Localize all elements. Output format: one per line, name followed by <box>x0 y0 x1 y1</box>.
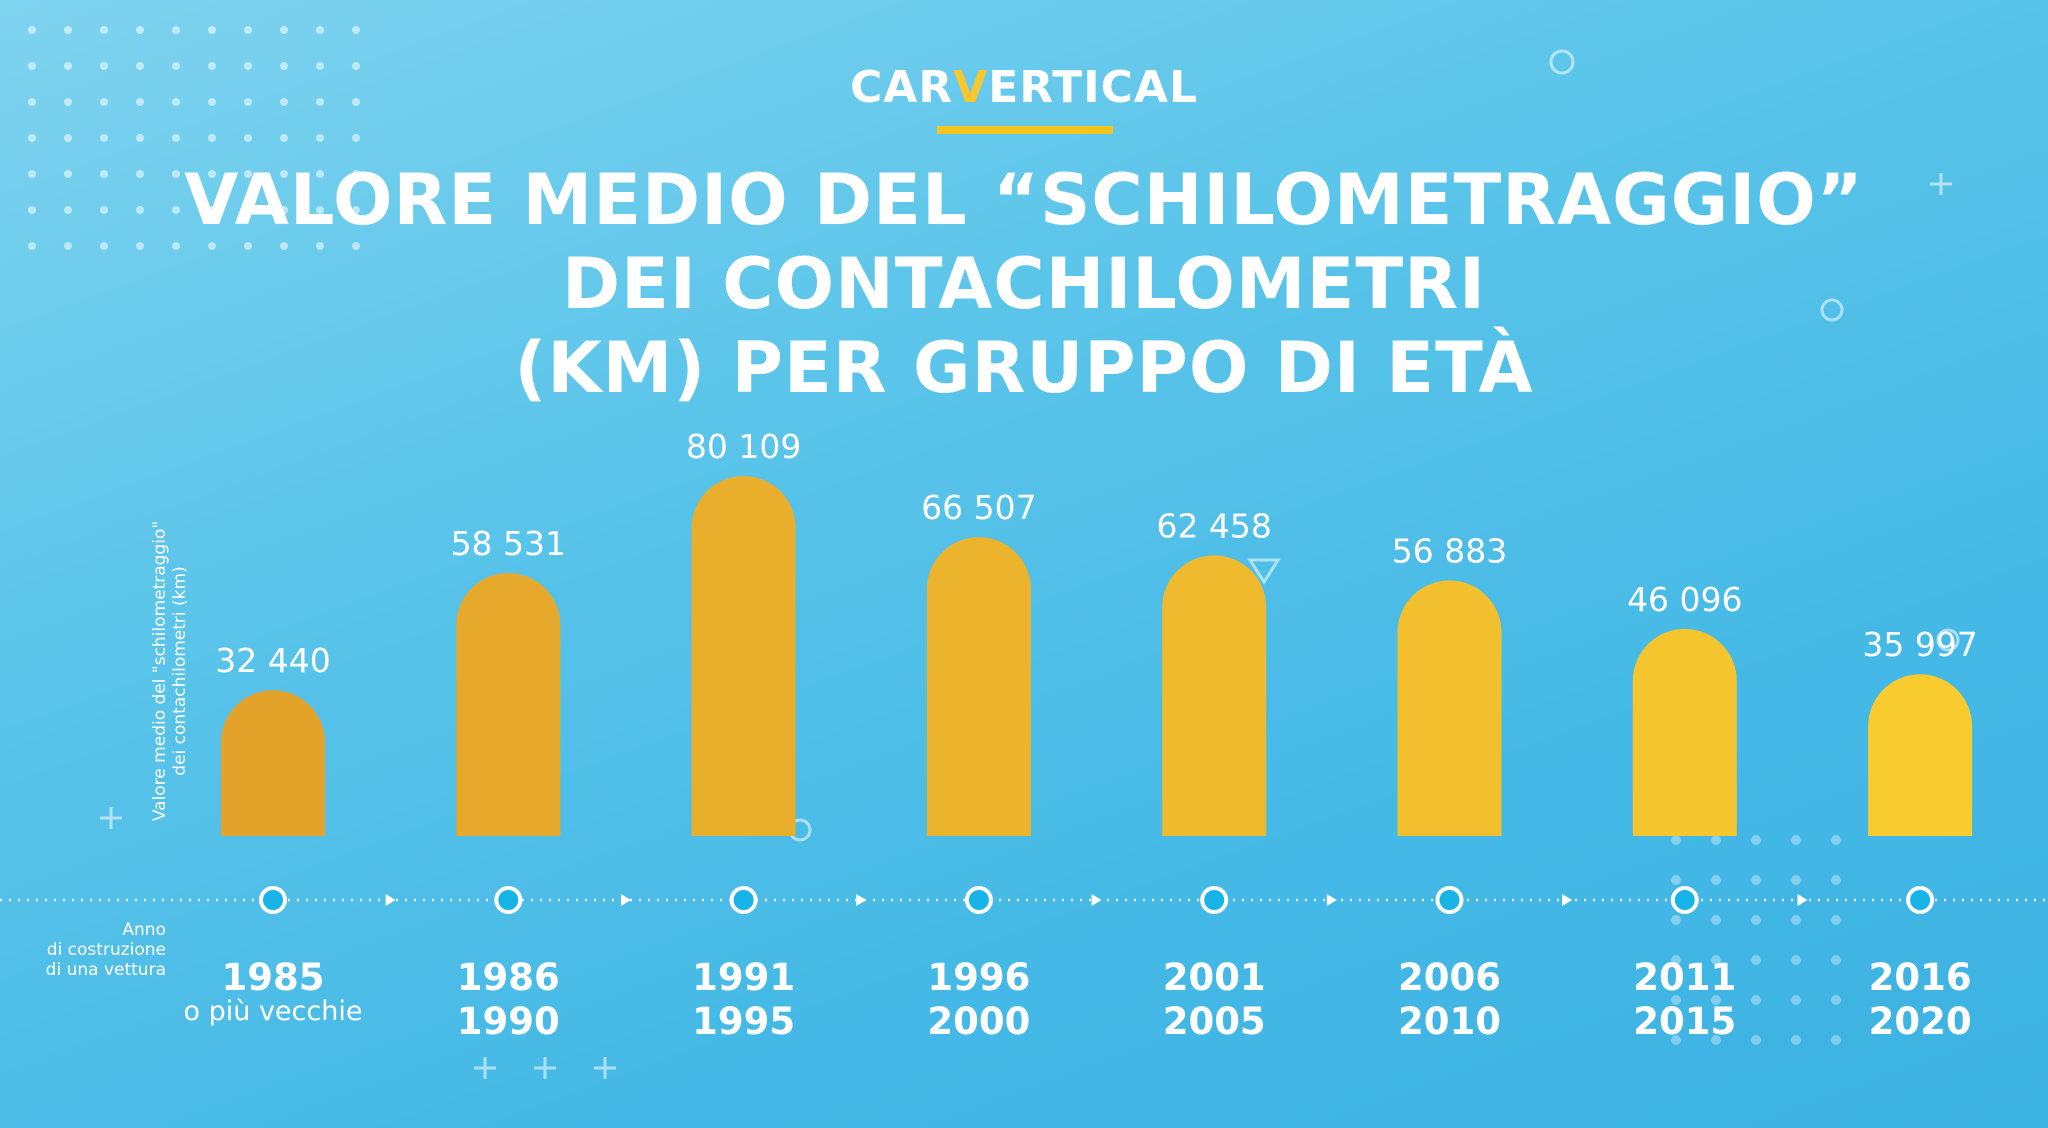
axis-arrow <box>1562 894 1573 906</box>
bar <box>1397 580 1502 836</box>
axis-marker <box>494 886 523 914</box>
axis-arrow <box>1091 894 1102 906</box>
tick-label: 2010 <box>1398 1000 1501 1043</box>
bar <box>1868 674 1973 836</box>
logo-prefix: CAR <box>849 62 954 113</box>
bar <box>1162 555 1267 836</box>
bar <box>456 572 561 836</box>
data-label: 46 096 <box>1627 580 1742 619</box>
tick-label: 2005 <box>1163 1000 1266 1043</box>
bar <box>691 476 796 836</box>
tick-label: 2006 <box>1398 956 1501 999</box>
data-label: 80 109 <box>686 427 801 466</box>
annotation-line: Anno <box>122 920 166 940</box>
axis-marker <box>259 886 287 914</box>
brand-logo: CARVERTICAL <box>0 62 2048 113</box>
tick-label: 1996 <box>927 956 1030 999</box>
tick-label: o più vecchie <box>184 996 363 1027</box>
data-label: 32 440 <box>215 641 330 680</box>
tick-label: 1991 <box>692 956 795 999</box>
annotation-line: di costruzione <box>46 940 166 960</box>
tick-label: 1990 <box>457 1000 560 1043</box>
axis-arrow <box>620 894 631 906</box>
bar <box>926 537 1031 836</box>
data-label: 58 531 <box>451 524 566 563</box>
title-line: DEI CONTACHILOMETRI <box>561 243 1487 325</box>
chart-title: VALORE MEDIO DEL “SCHILOMETRAGGIO” DEI C… <box>0 158 2048 410</box>
tick-label: 2000 <box>927 1000 1030 1043</box>
tick-label: 2001 <box>1163 956 1266 999</box>
tick-label: 2020 <box>1869 1000 1972 1043</box>
logo-accent: V <box>953 62 989 113</box>
title-line: VALORE MEDIO DEL “SCHILOMETRAGGIO” <box>184 159 1864 241</box>
axis-marker <box>964 886 993 914</box>
tick-label: 2016 <box>1869 956 1972 999</box>
tick-label: 1985 <box>222 956 325 999</box>
axis-arrow <box>385 894 396 906</box>
logo-underline <box>937 126 1113 134</box>
axis-arrow <box>856 894 867 906</box>
tick-label: 2015 <box>1633 1000 1736 1043</box>
tick-label: 1995 <box>692 1000 795 1043</box>
axis-arrow <box>1326 894 1337 906</box>
axis-marker <box>1435 886 1464 914</box>
axis-marker <box>1670 886 1699 914</box>
tick-label: 1986 <box>457 956 560 999</box>
data-label: 35 997 <box>1862 625 1977 664</box>
axis-arrow <box>1797 894 1808 906</box>
annotation-line: di una vettura <box>45 960 166 980</box>
x-axis-annotation: Anno di costruzione di una vettura <box>20 920 166 980</box>
data-label: 56 883 <box>1392 531 1507 570</box>
y-axis-label: Valore medio del "schilometraggio" dei c… <box>150 520 190 822</box>
title-line: (KM) PER GRUPPO DI ETÀ <box>514 327 1534 409</box>
data-label: 66 507 <box>921 488 1036 527</box>
logo-suffix: ERTICAL <box>988 62 1199 113</box>
data-label: 62 458 <box>1156 506 1271 545</box>
bar <box>1632 628 1737 836</box>
axis-marker <box>729 886 758 914</box>
axis-marker <box>1906 886 1935 914</box>
bar <box>221 690 325 836</box>
axis-marker <box>1200 886 1229 914</box>
tick-label: 2011 <box>1633 956 1736 999</box>
